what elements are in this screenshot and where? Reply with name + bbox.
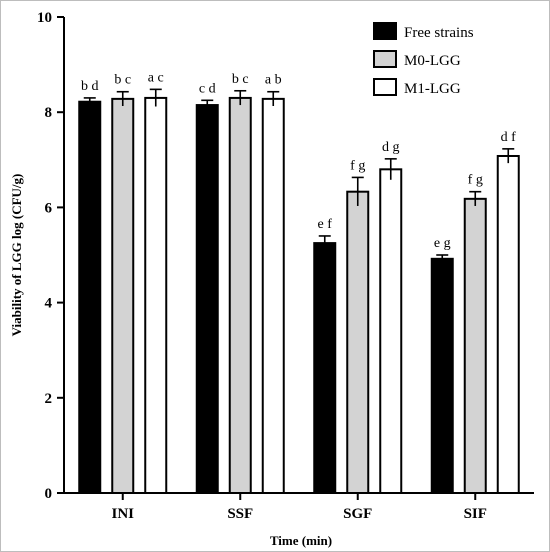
bar — [144, 96, 168, 494]
significance-label: f g — [468, 173, 483, 188]
bar — [78, 100, 102, 494]
bar — [430, 257, 454, 495]
significance-label: b d — [81, 79, 99, 94]
significance-label: a b — [265, 73, 282, 88]
y-tick-label: 10 — [37, 10, 52, 26]
legend-swatch — [373, 78, 397, 96]
legend: Free strains M0-LGG M1-LGG — [373, 22, 474, 97]
legend-swatch — [373, 50, 397, 68]
bar — [261, 97, 285, 494]
bar — [379, 168, 403, 494]
significance-label: f g — [350, 158, 365, 173]
x-tick-label: SSF — [227, 506, 253, 522]
legend-swatch — [373, 22, 397, 40]
y-tick-label: 2 — [45, 391, 53, 407]
significance-label: e f — [318, 217, 333, 232]
bar — [346, 190, 370, 495]
x-axis-title: Time (min) — [270, 533, 332, 548]
bar — [496, 154, 520, 494]
y-axis-title: Viability of LGG log (CFU/g) — [9, 174, 24, 337]
bar — [195, 104, 219, 494]
y-tick-label: 0 — [45, 486, 53, 502]
bar-series-group: b d c d e f e g b c b c f g f g a c a b d g d f — [78, 70, 520, 495]
x-axis: INI SSF SGF SIF — [64, 492, 534, 522]
significance-label: b c — [114, 73, 131, 88]
x-tick-label: INI — [111, 506, 134, 522]
significance-label: d g — [382, 140, 400, 155]
significance-label: d f — [501, 130, 517, 145]
legend-label: M1-LGG — [404, 81, 461, 97]
x-tick-label: SIF — [464, 506, 487, 522]
significance-label: a c — [148, 70, 164, 85]
significance-label: c d — [199, 81, 216, 96]
y-axis: 0 2 4 6 8 10 — [37, 10, 65, 502]
bar — [463, 197, 487, 494]
significance-label: b c — [232, 72, 249, 87]
legend-label: Free strains — [404, 25, 474, 41]
bar — [111, 97, 135, 494]
significance-label: e g — [434, 236, 451, 251]
bar — [228, 96, 252, 494]
bar — [313, 242, 337, 494]
legend-label: M0-LGG — [404, 53, 461, 69]
y-tick-label: 8 — [45, 105, 53, 121]
y-tick-label: 6 — [45, 200, 53, 216]
x-tick-label: SGF — [343, 506, 372, 522]
y-tick-label: 4 — [45, 296, 53, 312]
